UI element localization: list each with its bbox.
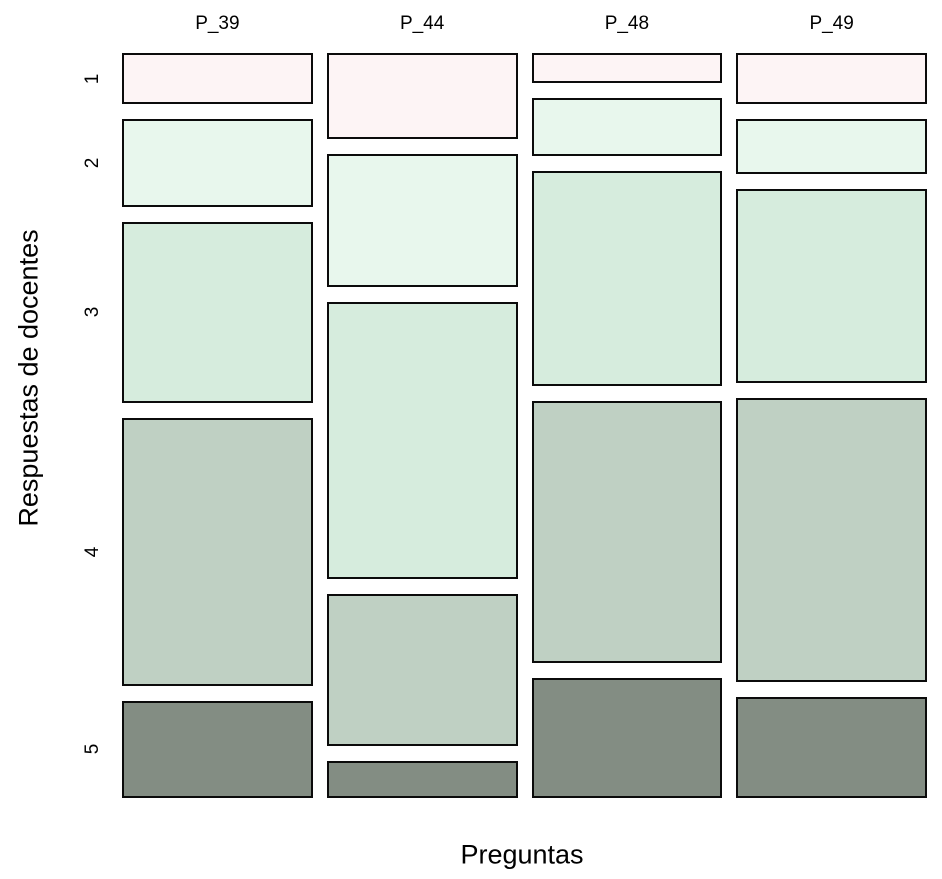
mosaic-cell-P_49-2 [736,118,927,175]
mosaic-cell-P_44-5 [326,761,518,798]
row-label-1: 1 [82,73,103,84]
mosaic-cell-P_39-1 [122,53,313,105]
mosaic-cell-P_44-4 [326,593,518,746]
mosaic-cell-P_39-3 [122,222,313,403]
mosaic-cell-P_48-1 [531,53,723,84]
mosaic-cell-P_44-1 [326,53,518,140]
column-label-P_44: P_44 [399,13,445,34]
mosaic-cell-P_39-4 [122,417,313,686]
mosaic-cell-P_44-3 [326,302,518,579]
row-label-4: 4 [82,546,103,558]
column-label-P_49: P_49 [809,13,854,34]
mosaic-cell-P_48-4 [531,400,723,664]
column-label-P_48: P_48 [604,13,650,34]
mosaic-cell-P_48-3 [531,171,723,386]
mosaic-cell-P_44-2 [326,154,518,288]
row-label-2: 2 [82,157,103,169]
mosaic-cell-P_49-3 [736,189,927,384]
mosaic-cell-P_49-1 [736,53,927,104]
row-label-5: 5 [82,744,103,755]
mosaic-cell-P_39-5 [122,700,313,798]
mosaic-cell-P_48-2 [531,98,723,157]
mosaic-cell-P_49-5 [736,696,927,798]
row-label-3: 3 [82,307,103,318]
mosaic-cell-P_39-2 [122,119,313,208]
x-axis-title: Preguntas [460,839,584,870]
mosaic-cell-P_49-4 [736,398,927,682]
column-label-P_39: P_39 [195,13,240,34]
y-axis-title: Respuestas de docentes [13,229,44,527]
mosaic-cell-P_48-5 [531,678,723,798]
